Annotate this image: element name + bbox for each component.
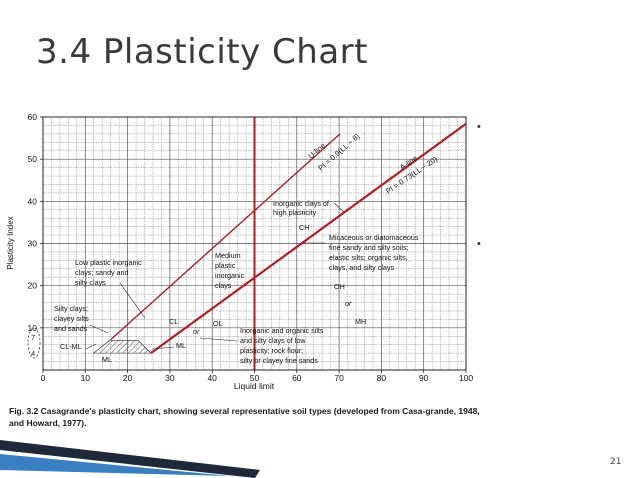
x-tick-label: 60 [292,373,302,383]
ml-ol-description-1: Inorganic and organic silts [240,326,324,335]
low-plastic-1: Low plastic inorganic [75,258,142,267]
y-axis: 10 20 30 40 50 60 [28,112,43,333]
y-tick-label: 50 [28,154,38,164]
leader-lines [85,202,345,350]
ch-label: CH [299,223,309,232]
x-tick-label: 100 [459,373,473,383]
oh-mh-or: or [345,299,352,308]
page-number: 21 [610,457,622,467]
x-tick-label: 30 [165,373,175,383]
y-tick-label-4: 4 [31,349,35,358]
cl-label: CL [169,317,178,326]
y-axis-label: Plasticity Index [6,216,15,269]
oh-label: OH [334,282,345,291]
y-tick-label: 20 [28,281,38,291]
medium-plastic-4: clays [215,281,232,290]
silty-clays-3: and sands [54,324,88,333]
footer-stripe-blue [0,454,230,476]
ml-ol-description-2: and silty clays of low [240,336,306,345]
x-axis-label: Liquid limit [234,381,275,391]
cl-ml-hatched-zone [92,340,152,354]
cl-ml-range-marker [27,327,41,359]
y-tick-label: 40 [28,196,38,206]
medium-plastic-2: plastic [215,261,236,270]
ol-label: OL [213,319,223,328]
low-plastic-3: silty clays [75,278,106,287]
y-tick-label: 10 [28,323,38,333]
mh-oh-description-3: elastic silts; organic silts, [329,253,408,262]
figure-caption-text: Casagrande's plasticity chart, showing s… [9,406,480,428]
mh-label: MH [355,317,366,326]
silty-clays-2: clayey silts [54,314,89,323]
cl-ol-or: or [193,327,200,336]
x-tick-label: 80 [377,373,387,383]
bullet-2: • [477,238,481,250]
figure-label: Fig. 3.2 [9,406,39,416]
u-line [110,133,341,341]
ml-label-lower: ML [102,355,112,364]
mh-oh-description-4: clays, and silty clays [329,263,395,272]
x-tick-label: 70 [334,373,344,383]
ch-description-2: high plasticity [273,208,317,217]
footer-stripe-dark [0,440,260,478]
mh-oh-description-1: Micaceous or diatomaceous [329,233,419,242]
x-tick-label: 40 [207,373,217,383]
slide-title: 3.4 Plasticity Chart [36,32,368,72]
a-line [150,122,466,355]
x-tick-label: 50 [250,373,260,383]
footer-decoration [0,440,260,478]
x-axis: 0 10 20 30 40 50 60 70 80 90 100 [41,370,473,383]
x-tick-label: 90 [419,373,429,383]
y-tick-label-7: 7 [31,333,35,342]
bullet-1: • [477,121,481,133]
ch-description-1: Inorganic clays of [273,199,329,208]
x-tick-label: 0 [41,373,46,383]
mh-oh-description-2: fine sandy and silty soils; [329,243,409,252]
y-tick-label: 30 [28,239,38,249]
medium-plastic-1: Medium [215,251,241,260]
figure-caption: Fig. 3.2 Casagrande's plasticity chart, … [9,405,494,429]
x-tick-label: 20 [123,373,133,383]
ml-ol-description-4: silty or clayey fine sands [240,356,318,365]
ml-ol-description-3: plasticity; rock flour; [240,346,303,355]
low-plastic-2: clays; sandy and [75,268,129,277]
cl-ml-label: CL-ML [60,342,82,351]
x-tick-label: 10 [81,373,91,383]
silty-clays-1: Silty clays; [54,304,88,313]
medium-plastic-3: inorganic [215,271,245,280]
ml-label: ML [176,341,186,350]
y-tick-label: 60 [28,112,38,122]
